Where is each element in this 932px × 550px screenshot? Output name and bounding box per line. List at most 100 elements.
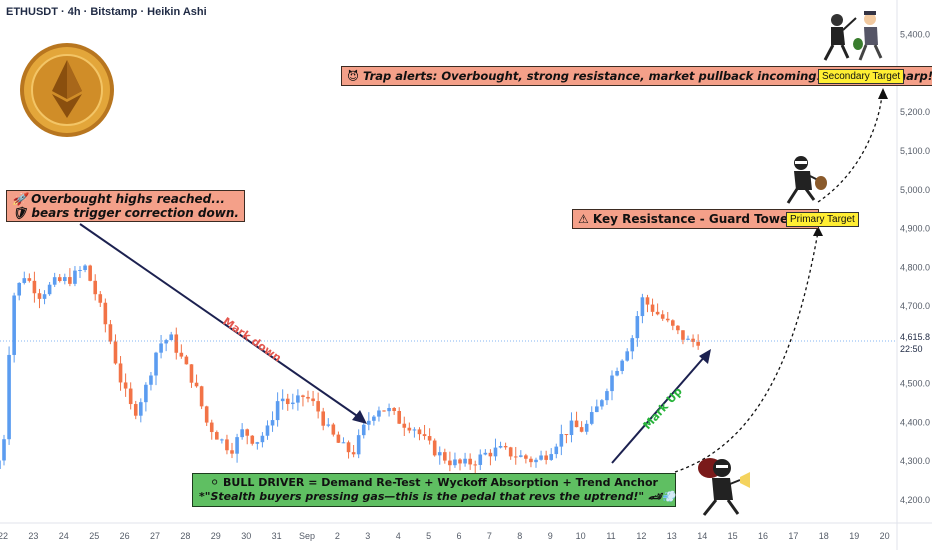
bear-candle — [103, 302, 108, 325]
time-axis: 22 23 24 25 26 27 28 29 30 31 Sep 2 3 4 5 6 7 8 9 10 11 12 13 1… — [0, 531, 890, 541]
bear-candle — [285, 398, 290, 405]
bull-candle — [63, 277, 67, 281]
bull-candle — [0, 460, 1, 469]
bear-candle — [650, 304, 655, 312]
bear-candle — [665, 318, 670, 321]
bear-candle — [382, 410, 386, 412]
bull-candle — [291, 402, 295, 405]
bear-candle — [113, 341, 118, 364]
bull-candle — [2, 439, 6, 461]
bear-candle — [321, 411, 326, 426]
secondary-target-label: Secondary Target — [822, 71, 901, 82]
bear-candle — [245, 429, 250, 436]
bear-candle — [397, 410, 402, 424]
bear-candle — [427, 436, 432, 441]
bull-driver-line-1: ⚪ BULL DRIVER = Demand Re-Test + Wyckoff… — [210, 476, 658, 489]
bear-candle — [351, 452, 356, 455]
symbol-title: ETHUSDT · 4h · Bitstamp · Heikin Ashi — [6, 6, 207, 18]
time-tick-label: 4 — [396, 531, 401, 541]
bull-candle — [615, 370, 619, 376]
path-to-primary-target — [674, 231, 819, 473]
primary-target-tag: Primary Target — [786, 212, 859, 227]
bear-candle — [676, 325, 680, 331]
price-tick-label: 4,700.0 — [900, 301, 930, 311]
bear-candle — [574, 420, 579, 428]
bear-candle — [204, 406, 209, 423]
bull-candle — [78, 270, 82, 272]
bull-candle — [605, 391, 609, 401]
bull-candle — [22, 278, 27, 283]
bear-candle — [118, 363, 123, 383]
bear-candle — [311, 398, 315, 402]
bull-candle — [7, 354, 11, 440]
overbought-annotation: 🚀 Overbought highs reached... 🛡 bears tr… — [6, 190, 245, 222]
bull-candle — [220, 439, 224, 441]
bear-candle — [645, 297, 650, 305]
bull-candle — [73, 270, 77, 284]
secondary-target-tag: Secondary Target — [818, 69, 905, 84]
bar-countdown: 22:50 — [900, 344, 923, 354]
bull-candle — [549, 454, 554, 460]
bear-candle — [88, 265, 92, 281]
price-tick-label: 4,800.0 — [900, 262, 930, 272]
bear-candle — [306, 396, 310, 399]
current-price-badge: 4,615.8 22:50 — [898, 331, 932, 357]
time-tick-label: 17 — [788, 531, 798, 541]
bull-candle — [519, 455, 523, 457]
bull-candle — [595, 406, 599, 413]
bull-candle — [539, 455, 543, 460]
bull-candle — [42, 294, 47, 299]
bull-candle — [610, 375, 614, 392]
bear-candle — [32, 280, 37, 294]
primary-target-arrowhead — [813, 226, 823, 236]
bull-candle — [640, 297, 645, 317]
bear-candle — [209, 422, 214, 433]
time-tick-label: 23 — [28, 531, 38, 541]
bear-candle — [407, 427, 412, 431]
bear-candle — [524, 455, 528, 459]
bear-candle — [681, 330, 685, 340]
bull-candle — [139, 402, 143, 416]
bear-candle — [189, 364, 194, 383]
time-tick-label: 30 — [241, 531, 251, 541]
bull-candle — [589, 412, 594, 424]
bull-driver-line-2: *"Stealth buyers pressing gas—this is th… — [199, 490, 676, 503]
price-tick-label: 4,900.0 — [900, 224, 930, 234]
bull-candle — [270, 420, 275, 426]
bull-candle — [367, 420, 371, 425]
bear-candle — [579, 427, 584, 432]
bull-candle — [275, 401, 280, 421]
time-tick-label: 12 — [636, 531, 646, 541]
bear-candle — [443, 452, 447, 461]
price-tick-label: 4,200.0 — [900, 495, 930, 505]
trap-alert-annotation: 😈 Trap alerts: Overbought, strong resist… — [341, 66, 932, 86]
bull-candle — [154, 352, 158, 376]
time-tick-label: 9 — [548, 531, 553, 541]
key-resistance-text: ⚠ Key Resistance - Guard Tower 🏰 — [578, 212, 814, 226]
bull-candle — [686, 338, 690, 340]
bear-candle — [488, 452, 493, 457]
bull-candle — [17, 282, 22, 296]
time-tick-label: 22 — [0, 531, 8, 541]
bear-candle — [422, 434, 427, 437]
bull-candle — [356, 435, 361, 455]
mark-up-arrow — [611, 349, 711, 464]
bear-candle — [513, 456, 518, 458]
bear-candle — [432, 440, 437, 456]
time-tick-label: 3 — [365, 531, 370, 541]
bull-candle — [534, 459, 538, 463]
bear-candle — [564, 434, 569, 436]
time-tick-label: 19 — [849, 531, 859, 541]
key-resistance-annotation: ⚠ Key Resistance - Guard Tower 🏰 — [572, 209, 820, 229]
candles — [0, 264, 700, 473]
time-tick-label: 7 — [487, 531, 492, 541]
current-price-value: 4,615.8 — [900, 332, 931, 342]
bull-candle — [412, 429, 417, 431]
bull-candle — [144, 384, 148, 403]
bear-candle — [184, 356, 189, 365]
bull-candle — [260, 435, 265, 443]
bear-candle — [655, 311, 660, 315]
bear-candle — [448, 460, 452, 466]
bull-candle — [169, 334, 174, 341]
bear-candle — [194, 382, 199, 387]
